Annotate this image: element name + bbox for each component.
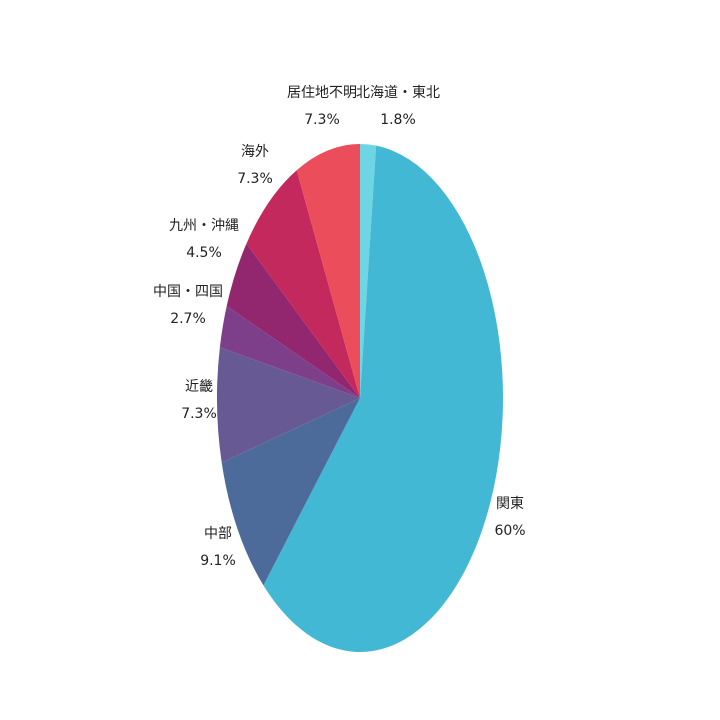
slice-label: 居住地不明 bbox=[287, 85, 357, 101]
pie-slice bbox=[246, 170, 360, 398]
slice-label: 北海道・東北 bbox=[356, 85, 440, 101]
slice-value-label: 60% bbox=[494, 523, 525, 539]
pie-slice bbox=[263, 145, 503, 652]
slice-label: 九州・沖縄 bbox=[169, 218, 239, 234]
slice-value-label: 4.5% bbox=[186, 245, 222, 261]
slice-value-label: 7.3% bbox=[237, 171, 273, 187]
pie-slice bbox=[360, 144, 377, 398]
pie-slice bbox=[226, 243, 360, 398]
pie-slice bbox=[221, 398, 360, 586]
pie-labels: 北海道・東北 1.8% 関東 60% 中部 9.1% 近畿 7.3% 中国・四国 2.7% 九州・沖… bbox=[153, 85, 526, 569]
pie-slice bbox=[219, 305, 360, 398]
slice-label: 近畿 bbox=[185, 379, 213, 395]
pie-slices bbox=[217, 144, 503, 652]
slice-value-label: 7.3% bbox=[181, 406, 217, 422]
slice-label: 関東 bbox=[496, 496, 524, 512]
slice-value-label: 2.7% bbox=[170, 311, 206, 327]
slice-value-label: 1.8% bbox=[380, 112, 416, 128]
pie-slice bbox=[296, 144, 360, 398]
pie-slice bbox=[217, 347, 360, 463]
slice-value-label: 7.3% bbox=[304, 112, 340, 128]
slice-label: 中部 bbox=[204, 526, 232, 542]
slice-value-label: 9.1% bbox=[200, 553, 236, 569]
slice-label: 海外 bbox=[241, 144, 269, 160]
slice-label: 中国・四国 bbox=[153, 284, 223, 300]
